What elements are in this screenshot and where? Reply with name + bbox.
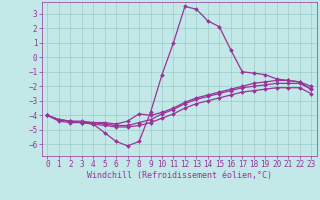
X-axis label: Windchill (Refroidissement éolien,°C): Windchill (Refroidissement éolien,°C) [87, 171, 272, 180]
